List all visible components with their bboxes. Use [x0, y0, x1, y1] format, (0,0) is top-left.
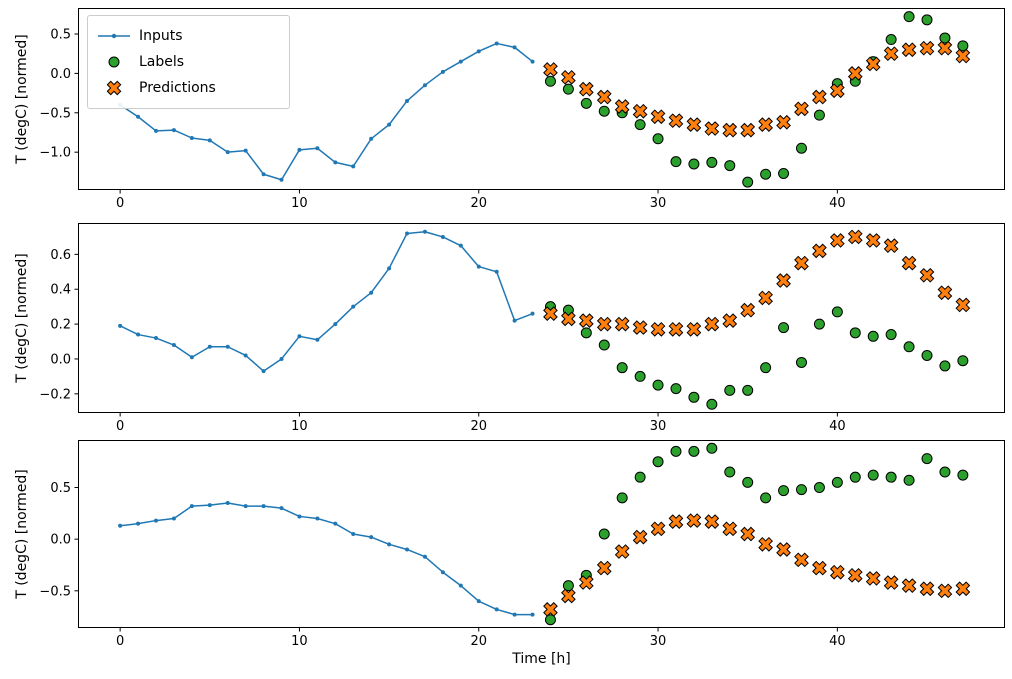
- svg-text:40: 40: [829, 634, 846, 649]
- legend-label-labels: Labels: [139, 54, 185, 70]
- labels-series-3: [544, 442, 969, 626]
- labels-circle-glyph: [108, 56, 120, 68]
- y-axis-label-2: T (degC) [normed]: [14, 253, 30, 383]
- labels-series-2: [544, 301, 969, 410]
- svg-text:−1.0: −1.0: [39, 146, 71, 161]
- subplot-1: T (degC) [normed] 0 10 20 30 40 −1.0 −0.5 0.0 0.…: [14, 8, 1005, 211]
- svg-text:40: 40: [829, 419, 846, 434]
- legend: Inputs Labels Predictions: [87, 15, 290, 109]
- predictions-series-1: [543, 40, 971, 138]
- svg-text:10: 10: [291, 634, 308, 649]
- svg-text:0.0: 0.0: [50, 533, 71, 548]
- inputs-line-glyph: [98, 33, 130, 39]
- y-ticks-1: −1.0 −0.5 0.0 0.5: [39, 28, 78, 161]
- svg-text:0.5: 0.5: [50, 28, 71, 43]
- svg-text:0.2: 0.2: [50, 318, 71, 333]
- subplot-2: T (degC) [normed] 0 10 20 30 40 −0.2 0.0 0.2 0.4…: [14, 223, 1005, 434]
- svg-text:0: 0: [116, 634, 124, 649]
- predictions-series-2: [543, 229, 971, 337]
- svg-text:20: 20: [470, 419, 487, 434]
- y-ticks-3: −0.5 0.0 0.5: [39, 481, 78, 599]
- legend-item-predictions: Predictions: [97, 75, 277, 101]
- svg-text:10: 10: [291, 419, 308, 434]
- svg-text:−0.2: −0.2: [39, 387, 71, 402]
- svg-text:30: 30: [650, 196, 667, 211]
- subplot-3-canvas: 0 10 20 30 40 −0.5 0.0 0.5: [39, 440, 1005, 649]
- y-axis-label-3: T (degC) [normed]: [14, 469, 30, 599]
- x-ticks-2: 0 10 20 30 40: [116, 413, 846, 434]
- svg-text:20: 20: [470, 634, 487, 649]
- legend-item-inputs: Inputs: [97, 23, 277, 49]
- y-axis-label-1: T (degC) [normed]: [14, 34, 30, 164]
- svg-text:20: 20: [470, 196, 487, 211]
- svg-text:−0.5: −0.5: [39, 584, 71, 599]
- svg-text:−0.5: −0.5: [39, 106, 71, 121]
- subplot-2-canvas: 0 10 20 30 40 −0.2 0.0 0.2 0.4 0.6: [39, 223, 1005, 434]
- svg-text:40: 40: [829, 196, 846, 211]
- y-ticks-2: −0.2 0.0 0.2 0.4 0.6: [39, 248, 78, 402]
- svg-text:30: 30: [650, 634, 667, 649]
- svg-text:0.5: 0.5: [50, 481, 71, 496]
- legend-item-labels: Labels: [97, 49, 277, 75]
- predictions-x-glyph: [106, 80, 122, 96]
- predictions-series-3: [543, 513, 971, 617]
- x-ticks-3: 0 10 20 30 40: [116, 628, 846, 649]
- inputs-series-1: [118, 41, 535, 182]
- svg-text:0.4: 0.4: [50, 283, 71, 298]
- svg-text:0.6: 0.6: [50, 248, 71, 263]
- svg-text:0: 0: [116, 419, 124, 434]
- svg-text:30: 30: [650, 419, 667, 434]
- svg-text:0.0: 0.0: [50, 67, 71, 82]
- inputs-series-3: [118, 501, 535, 617]
- x-axis-label: Time [h]: [512, 651, 571, 667]
- svg-text:10: 10: [291, 196, 308, 211]
- subplot-3: T (degC) [normed] 0 10 20 30 40 −0.5 0.0 0.5: [14, 440, 1005, 649]
- svg-text:0.0: 0.0: [50, 352, 71, 367]
- x-ticks-1: 0 10 20 30 40: [116, 190, 846, 211]
- legend-label-predictions: Predictions: [139, 80, 216, 96]
- svg-text:0: 0: [116, 196, 124, 211]
- legend-label-inputs: Inputs: [139, 28, 183, 44]
- inputs-series-2: [118, 229, 535, 374]
